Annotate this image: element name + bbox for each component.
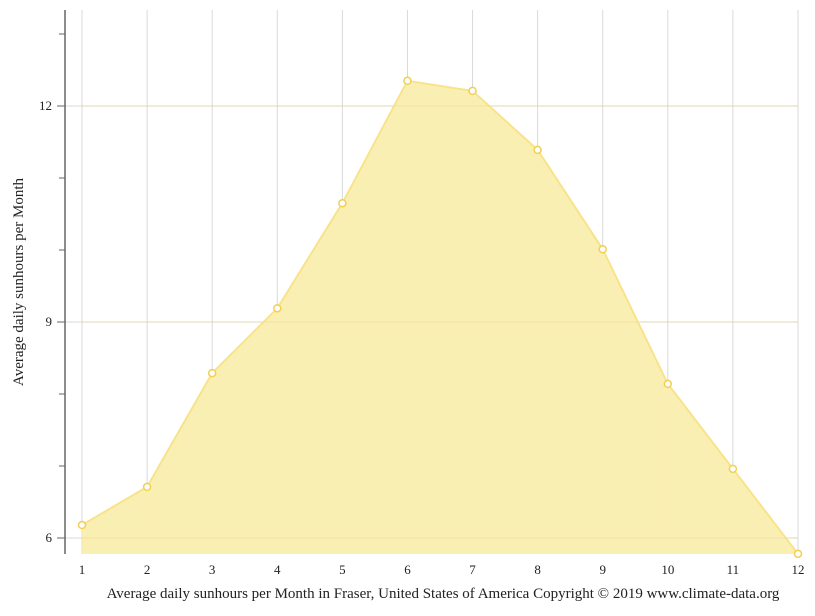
y-axis-title: Average daily sunhours per Month xyxy=(11,178,27,387)
area-fill xyxy=(82,80,798,555)
x-tick-label: 1 xyxy=(79,562,86,577)
y-tick-label: 12 xyxy=(39,98,52,113)
data-point-marker[interactable] xyxy=(663,379,673,389)
y-tick-label: 9 xyxy=(46,314,53,329)
x-tick-label: 5 xyxy=(339,562,346,577)
x-tick-label: 9 xyxy=(599,562,606,577)
x-tick-label: 10 xyxy=(661,562,674,577)
x-tick-label: 3 xyxy=(209,562,216,577)
data-point-marker[interactable] xyxy=(338,198,347,208)
data-point-marker[interactable] xyxy=(207,368,217,378)
area-series xyxy=(81,79,799,555)
series-line xyxy=(81,79,799,555)
data-point-marker[interactable] xyxy=(468,86,477,96)
y-axis: 6 9 12 xyxy=(39,10,66,554)
x-tick-label: 2 xyxy=(144,562,151,577)
x-tick-label: 11 xyxy=(727,562,740,577)
x-tick-label: 6 xyxy=(404,562,411,577)
x-axis-tick-labels: 1 2 3 4 5 6 7 8 9 10 11 12 xyxy=(79,562,805,577)
data-point-marker[interactable] xyxy=(273,304,282,313)
data-point-marker[interactable] xyxy=(403,76,412,86)
data-point-marker[interactable] xyxy=(142,482,152,492)
data-points xyxy=(77,76,803,559)
x-tick-label: 12 xyxy=(792,562,805,577)
chart-caption: Average daily sunhours per Month in Fras… xyxy=(107,586,780,602)
y-tick-label: 6 xyxy=(46,530,53,545)
x-tick-label: 7 xyxy=(469,562,476,577)
data-point-marker[interactable] xyxy=(533,145,542,155)
x-tick-label: 4 xyxy=(274,562,281,577)
data-point-marker[interactable] xyxy=(793,549,803,559)
x-tick-label: 8 xyxy=(534,562,541,577)
data-point-marker[interactable] xyxy=(598,245,607,254)
data-point-marker[interactable] xyxy=(77,520,87,530)
data-point-marker[interactable] xyxy=(728,464,738,474)
